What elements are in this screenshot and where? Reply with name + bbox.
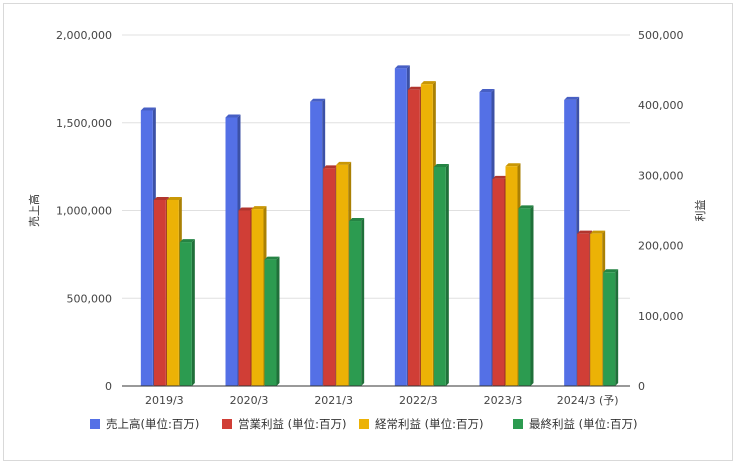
bar-top	[505, 163, 521, 167]
bar	[323, 168, 336, 386]
legend-label: 最終利益 (単位:百万)	[529, 417, 638, 431]
bar	[603, 272, 616, 386]
x-tick-label: 2020/3	[230, 394, 269, 407]
bar-top	[433, 163, 449, 167]
legend-label: 営業利益 (単位:百万)	[238, 417, 347, 431]
bar-top	[590, 230, 606, 234]
bar	[238, 210, 251, 386]
bar-chart: 0 500,000 1,000,000 1,500,000 2,000,000 0 100,…	[27, 29, 707, 431]
y-left-tick-label: 500,000	[67, 292, 113, 305]
bar-top	[179, 239, 195, 243]
x-tick-label: 2024/3 (予)	[557, 394, 619, 407]
bar-side	[361, 218, 365, 386]
y-left-axis-title: 売上高	[27, 194, 41, 227]
axes: 0 500,000 1,000,000 1,500,000 2,000,000 0 100,…	[27, 29, 707, 407]
x-tick-label: 2019/3	[145, 394, 184, 407]
bar-top	[238, 207, 254, 211]
bar-top	[492, 175, 508, 179]
bar-top	[140, 107, 156, 111]
bar-top	[394, 65, 410, 69]
bar	[420, 84, 433, 386]
legend-swatch	[90, 419, 100, 429]
bar	[140, 110, 153, 386]
y-left-tick-label: 1,500,000	[56, 117, 112, 130]
bar-top	[225, 114, 241, 118]
bar-top	[577, 230, 593, 234]
bar-top	[251, 206, 267, 210]
y-right-axis-title: 利益	[693, 200, 707, 222]
bar	[225, 117, 238, 387]
y-right-tick-label: 400,000	[638, 99, 684, 112]
bar	[577, 233, 590, 386]
bar-top	[603, 269, 619, 273]
bar	[166, 199, 179, 386]
chart-frame: 0 500,000 1,000,000 1,500,000 2,000,000 0 100,…	[3, 3, 733, 461]
bar-top	[479, 89, 495, 93]
y-left-tick-label: 1,000,000	[56, 205, 112, 218]
legend-swatch	[222, 419, 232, 429]
bar	[492, 178, 505, 386]
bar	[251, 209, 264, 386]
bar-top	[310, 98, 326, 102]
x-tick-label: 2021/3	[314, 394, 353, 407]
y-right-tick-label: 200,000	[638, 240, 684, 253]
bar-side	[445, 163, 449, 386]
bar	[349, 221, 362, 386]
bars	[140, 65, 619, 387]
legend-label: 売上高(単位:百万)	[106, 417, 199, 431]
bar	[433, 166, 446, 386]
bar	[407, 89, 420, 387]
bar	[505, 166, 518, 386]
y-right-tick-label: 0	[638, 380, 645, 393]
bar	[310, 101, 323, 386]
bar-top	[336, 161, 352, 165]
bar	[518, 208, 531, 386]
x-tick-label: 2022/3	[399, 394, 438, 407]
bar-top	[518, 205, 534, 209]
bar	[336, 164, 349, 386]
bar	[264, 259, 277, 386]
bar	[153, 199, 166, 386]
bar	[179, 242, 192, 386]
bar	[394, 68, 407, 386]
y-left-tick-label: 0	[105, 380, 112, 393]
bar-top	[407, 86, 423, 90]
legend-swatch	[513, 419, 523, 429]
bar-side	[276, 256, 280, 386]
legend: 売上高(単位:百万) 営業利益 (単位:百万) 経常利益 (単位:百万) 最終利益 (…	[90, 417, 638, 431]
gridlines	[122, 34, 630, 387]
bar-side	[191, 239, 195, 386]
bar-side	[615, 269, 619, 386]
bar-top	[166, 196, 182, 200]
bar-top	[153, 196, 169, 200]
bar	[479, 92, 492, 386]
bar	[564, 99, 577, 386]
bar-top	[564, 96, 580, 100]
bar-top	[349, 218, 365, 222]
bar-top	[420, 81, 436, 85]
y-right-tick-label: 500,000	[638, 29, 684, 42]
legend-swatch	[359, 419, 369, 429]
bar-side	[530, 205, 534, 386]
bar-top	[323, 165, 339, 169]
y-right-tick-label: 300,000	[638, 169, 684, 182]
x-tick-label: 2023/3	[484, 394, 523, 407]
bar	[590, 233, 603, 386]
y-right-tick-label: 100,000	[638, 310, 684, 323]
legend-label: 経常利益 (単位:百万)	[375, 417, 484, 431]
y-left-tick-label: 2,000,000	[56, 29, 112, 42]
bar-top	[264, 256, 280, 260]
